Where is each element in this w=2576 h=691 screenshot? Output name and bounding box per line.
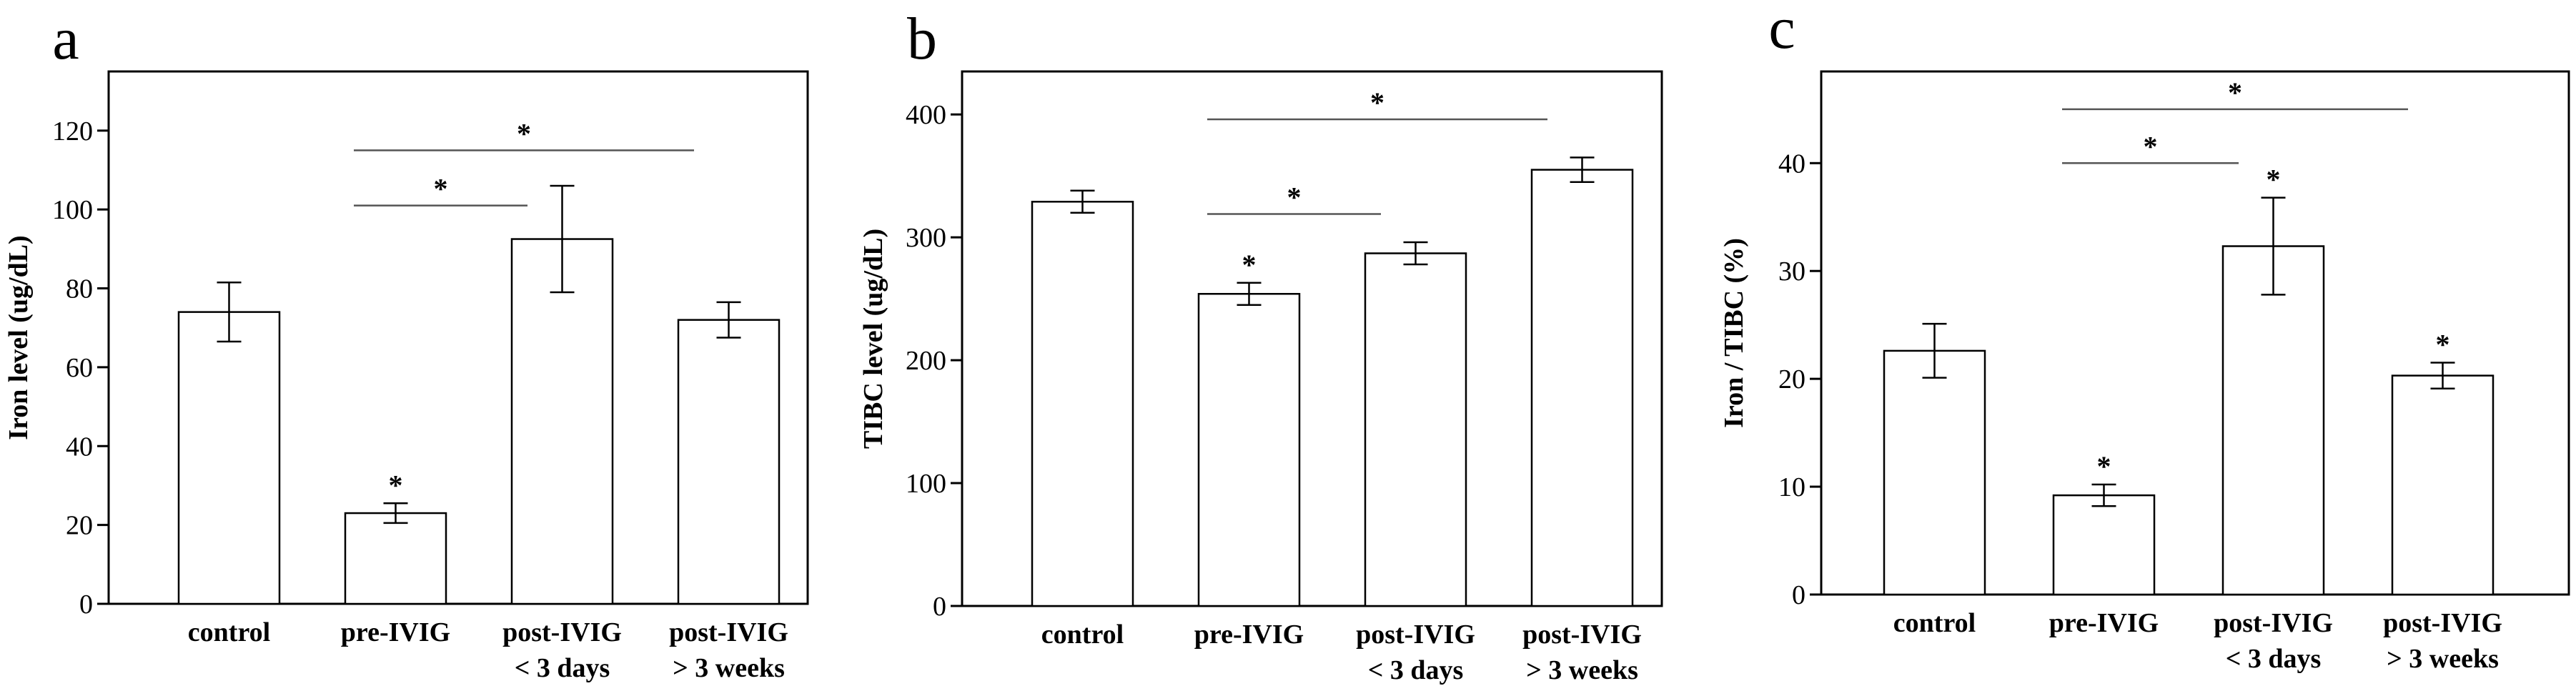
category-label: control (1893, 608, 1976, 638)
category-label: pre-IVIG (2049, 608, 2159, 638)
bar (677, 319, 781, 605)
bar (1364, 252, 1467, 607)
bar (1197, 292, 1301, 607)
y-tick-label: 40 (1778, 149, 1805, 179)
y-tick-label: 20 (66, 511, 93, 541)
category-label: pre-IVIG (341, 617, 450, 647)
panel-c: c Iron / TIBC (%) 0 10 20 30 40 control * pre-IVI… (1719, 0, 2570, 674)
bar (1883, 349, 1986, 596)
category-label: post-IVIG (1356, 620, 1475, 650)
y-axis-label: TIBC level (ug/dL) (858, 229, 888, 449)
y-tick-label: 0 (1792, 580, 1805, 610)
bar (344, 512, 447, 605)
comparison-star: * (434, 173, 448, 205)
category-label: control (188, 617, 270, 647)
panel-letter: b (907, 6, 937, 72)
panel-letter: c (1768, 0, 1795, 61)
significance-star: * (2097, 450, 2111, 482)
y-tick-label: 400 (906, 100, 946, 130)
category-label: pre-IVIG (1194, 620, 1304, 650)
significance-star: * (1242, 249, 1257, 281)
y-tick-label: 60 (66, 353, 93, 383)
comparison-star: * (1287, 181, 1302, 213)
comparison-star: * (2228, 76, 2242, 109)
bar (177, 311, 281, 605)
y-axis-label: Iron level (ug/dL) (4, 235, 34, 439)
panel-b: b TIBC level (ug/dL) 0 100 200 300 400 control *… (858, 6, 1663, 685)
comparison-star: * (2144, 130, 2158, 162)
y-tick-label: 10 (1778, 472, 1805, 502)
category-label: < 3 days (1368, 655, 1464, 685)
category-label: > 3 weeks (673, 653, 785, 683)
comparison-star: * (517, 117, 531, 149)
y-axis-label: Iron / TIBC (%) (1719, 238, 1749, 428)
plot-frame (107, 70, 809, 605)
bar (2052, 494, 2156, 596)
bar (2221, 245, 2325, 596)
y-tick-label: 80 (66, 274, 93, 304)
y-tick-label: 120 (52, 116, 93, 146)
category-label: < 3 days (2226, 644, 2322, 674)
bar (510, 238, 614, 605)
category-label: post-IVIG (669, 617, 788, 647)
y-tick-label: 200 (906, 346, 946, 376)
category-label: < 3 days (515, 653, 610, 683)
significance-star: * (2436, 329, 2450, 361)
significance-star: * (389, 469, 403, 501)
y-tick-label: 0 (79, 590, 93, 620)
y-tick-label: 20 (1778, 364, 1805, 394)
bar (1530, 169, 1634, 607)
category-label: > 3 weeks (2387, 644, 2499, 674)
y-tick-label: 300 (906, 223, 946, 253)
comparison-star: * (1370, 86, 1384, 119)
panel-letter: a (52, 6, 79, 72)
category-label: post-IVIG (1522, 620, 1642, 650)
category-label: control (1041, 620, 1124, 650)
panel-a: a Iron level (ug/dL) 0 20 40 60 80 100 120 contro… (4, 6, 809, 683)
significance-star: * (2267, 164, 2281, 196)
plot-frame (961, 70, 1663, 607)
plot-frame (1820, 70, 2570, 596)
category-label: post-IVIG (502, 617, 622, 647)
y-tick-label: 0 (933, 592, 946, 622)
y-tick-label: 40 (66, 432, 93, 462)
category-label: post-IVIG (2383, 608, 2502, 638)
bar (1031, 201, 1134, 607)
category-label: > 3 weeks (1526, 655, 1638, 685)
y-tick-label: 30 (1778, 257, 1805, 287)
category-label: post-IVIG (2214, 608, 2333, 638)
y-tick-label: 100 (52, 195, 93, 225)
y-tick-label: 100 (906, 469, 946, 499)
bar (2391, 374, 2495, 596)
